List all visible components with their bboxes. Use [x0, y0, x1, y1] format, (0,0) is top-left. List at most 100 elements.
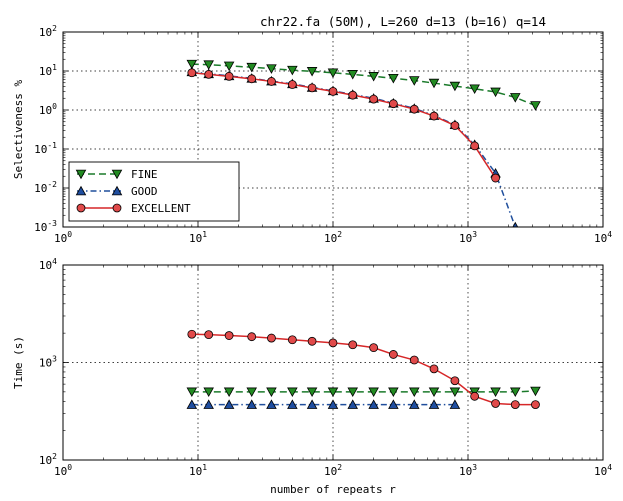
data-point-excellent — [204, 330, 214, 340]
data-point-good — [246, 399, 258, 409]
legend-label-excellent: EXCELLENT — [131, 202, 191, 215]
y-tick-exponent: 0 — [52, 102, 57, 111]
data-point-excellent — [531, 400, 540, 410]
plot-frame — [62, 264, 604, 461]
data-point-fine — [510, 387, 521, 398]
data-point-excellent — [470, 141, 480, 151]
y-tick-base: 10 — [34, 221, 47, 234]
data-point-excellent — [287, 335, 297, 345]
x-tick-label: 100 — [54, 230, 72, 245]
y-tick-base: 10 — [39, 454, 52, 467]
series-excellent — [187, 329, 540, 410]
data-point-good — [203, 399, 214, 409]
y-tick-exponent: 1 — [52, 63, 57, 72]
data-point-fine — [469, 84, 480, 94]
data-point-excellent — [491, 173, 500, 183]
y-tick-exponent: 4 — [52, 257, 57, 266]
y-tick-label: 104 — [39, 257, 57, 272]
data-point-fine — [530, 101, 541, 111]
legend-label-fine: FINE — [131, 168, 158, 181]
data-point-fine — [428, 78, 440, 89]
legend-box — [68, 161, 240, 222]
data-point-excellent — [369, 343, 379, 353]
data-point-excellent — [187, 68, 197, 78]
data-point-good — [287, 399, 298, 409]
data-point-fine — [246, 62, 258, 73]
data-point-excellent — [491, 399, 500, 408]
data-point-excellent — [224, 331, 234, 340]
y-tick-base: 10 — [34, 143, 47, 156]
data-point-good — [347, 399, 359, 409]
data-point-fine — [368, 72, 379, 82]
series-excellent — [187, 68, 500, 183]
y-tick-base: 10 — [39, 104, 52, 117]
data-point-excellent — [247, 74, 257, 84]
data-point-fine — [449, 387, 461, 398]
y-tick-base: 10 — [39, 259, 52, 272]
data-point-excellent — [287, 80, 297, 89]
y-tick-exponent: 2 — [52, 452, 57, 461]
data-point-fine — [490, 387, 501, 398]
y-tick-base: 10 — [34, 182, 47, 195]
series-line-fine — [191, 63, 536, 107]
data-point-good — [306, 399, 318, 409]
y-tick-label: 102 — [39, 24, 57, 39]
data-point-excellent — [204, 69, 214, 79]
data-point-excellent — [307, 83, 317, 93]
y-tick-label: 100 — [39, 102, 57, 117]
series-good — [186, 399, 461, 409]
y-axis-label: Time (s) — [12, 336, 25, 389]
y-tick-exponent: -3 — [47, 219, 57, 228]
legend: FINE GOOD EXCELLENT — [68, 161, 240, 222]
legend-marker-fine — [75, 169, 87, 180]
y-tick-exponent: -1 — [47, 141, 57, 150]
data-point-excellent — [267, 333, 276, 343]
data-point-excellent — [510, 400, 520, 410]
x-tick-label: 104 — [594, 230, 612, 245]
x-tick-base: 10 — [459, 232, 472, 245]
data-point-excellent — [429, 111, 439, 121]
x-tick-exponent: 4 — [607, 463, 612, 472]
data-point-fine — [203, 387, 214, 398]
data-point-excellent — [409, 355, 419, 365]
data-point-fine — [266, 387, 277, 398]
data-point-excellent — [388, 99, 398, 109]
data-point-excellent — [328, 338, 338, 348]
data-point-good — [223, 399, 235, 409]
data-point-fine — [347, 387, 359, 398]
data-point-good — [449, 399, 461, 409]
data-point-fine — [388, 73, 399, 84]
series-line-excellent — [191, 333, 536, 406]
data-point-excellent — [307, 336, 317, 346]
x-tick-label: 102 — [324, 463, 342, 478]
x-tick-base: 10 — [54, 465, 67, 478]
data-point-fine — [510, 93, 521, 103]
x-tick-exponent: 1 — [202, 463, 207, 472]
data-point-excellent — [267, 77, 276, 86]
y-tick-label: 10-1 — [34, 141, 57, 156]
y-tick-base: 10 — [39, 357, 52, 370]
x-tick-base: 10 — [324, 232, 337, 245]
x-tick-base: 10 — [459, 465, 472, 478]
legend-marker-good — [75, 185, 87, 196]
series-line-fine — [191, 390, 536, 393]
data-point-fine — [186, 59, 198, 70]
chart-title: chr22.fa (50M), L=260 d=13 (b=16) q=14 — [260, 14, 546, 29]
data-point-fine — [530, 386, 541, 397]
x-tick-label: 104 — [594, 463, 612, 478]
data-point-fine — [306, 67, 318, 77]
x-tick-exponent: 4 — [607, 230, 612, 239]
data-point-fine — [347, 70, 359, 80]
data-point-fine — [287, 65, 298, 76]
data-point-excellent — [348, 340, 358, 350]
x-tick-exponent: 0 — [67, 230, 72, 239]
x-tick-exponent: 1 — [202, 230, 207, 239]
x-tick-exponent: 2 — [337, 463, 342, 472]
data-point-excellent — [369, 94, 379, 104]
data-point-fine — [287, 387, 298, 398]
data-point-fine — [223, 61, 235, 72]
y-tick-label: 101 — [39, 63, 57, 78]
data-point-good — [428, 399, 440, 409]
